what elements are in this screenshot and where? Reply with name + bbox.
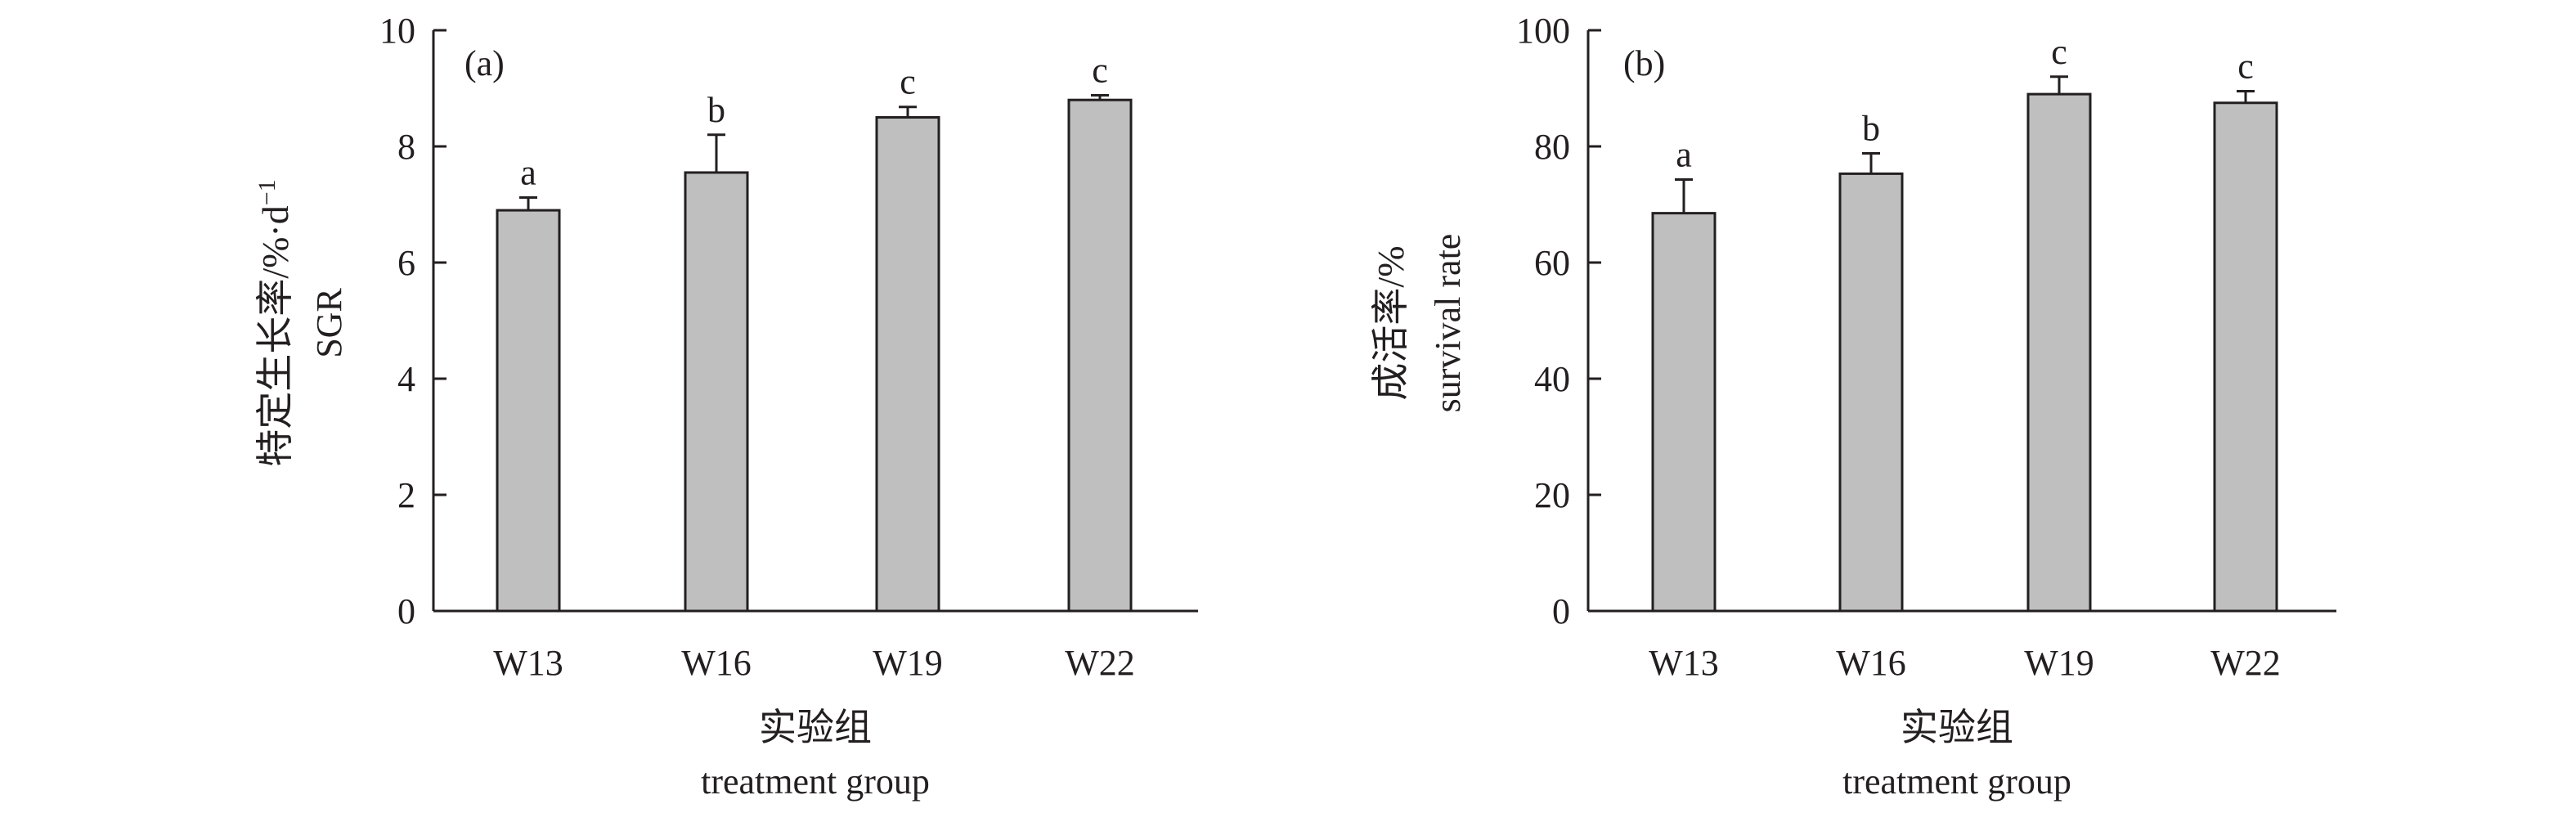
x-tick-label: W19 xyxy=(2024,643,2094,683)
y-tick-label: 80 xyxy=(1534,127,1570,167)
panel-label: (a) xyxy=(464,43,505,83)
x-tick-label: W13 xyxy=(493,643,563,683)
bar-w22 xyxy=(2213,101,2278,613)
y-tick-label: 0 xyxy=(397,591,415,631)
x-tick-label: W16 xyxy=(1836,643,1906,683)
y-axis-title-cn-text: 特定生长率/%·d xyxy=(254,205,296,466)
chart-panel-b: 0 20 40 60 80 100 a W13 b W16 c W19 c W22 (b) 实验组 treatm… xyxy=(1370,11,2336,802)
significance-letter: b xyxy=(707,90,725,130)
bar-w13 xyxy=(1651,212,1717,613)
y-tick-label: 40 xyxy=(1534,359,1570,399)
x-axis-title-cn: 实验组 xyxy=(759,707,872,748)
bar-w16 xyxy=(684,171,749,613)
significance-letter: c xyxy=(900,62,916,102)
significance-letter: c xyxy=(2237,47,2254,87)
y-tick-label: 10 xyxy=(379,11,415,51)
significance-letter: a xyxy=(1676,134,1692,174)
y-tick-label: 8 xyxy=(397,127,415,167)
bar-w22 xyxy=(1067,98,1133,613)
y-axis-title-en: SGR xyxy=(309,288,349,358)
y-axis-title-cn-text: 成活率/% xyxy=(1370,245,1411,400)
x-tick-label: W19 xyxy=(873,643,943,683)
bar-w16 xyxy=(1838,172,1904,613)
y-tick-label: 60 xyxy=(1534,243,1570,283)
y-tick-label: 100 xyxy=(1516,11,1570,51)
bar-w19 xyxy=(2026,92,2092,613)
y-tick-label: 0 xyxy=(1552,591,1570,631)
chart-panel-a: 0 2 4 6 8 10 a W13 b W16 c W19 c W22 (a) 实验组 treatment g… xyxy=(254,11,1198,802)
significance-letter: a xyxy=(520,152,536,192)
x-axis-title-cn: 实验组 xyxy=(1901,707,2013,748)
bar-w13 xyxy=(496,209,561,613)
x-axis-title-en: treatment group xyxy=(1842,761,2071,802)
y-tick-label: 4 xyxy=(397,359,415,399)
y-tick-label: 2 xyxy=(397,475,415,515)
x-tick-label: W16 xyxy=(681,643,752,683)
y-axis-title-superscript: −1 xyxy=(254,179,280,205)
x-tick-label: W22 xyxy=(2210,643,2281,683)
significance-letter: b xyxy=(1862,109,1880,149)
x-tick-label: W22 xyxy=(1065,643,1135,683)
panel-label: (b) xyxy=(1623,43,1665,83)
y-axis-title-cn: 成活率/% xyxy=(1370,245,1411,400)
significance-letter: c xyxy=(2051,32,2067,72)
y-axis-title-en: survival rate xyxy=(1428,234,1468,413)
y-tick-label: 6 xyxy=(397,243,415,283)
significance-letter: c xyxy=(1092,51,1108,91)
y-axis-title-cn: 特定生长率/%·d−1 xyxy=(254,179,296,466)
x-tick-label: W13 xyxy=(1649,643,1719,683)
y-tick-label: 20 xyxy=(1534,475,1570,515)
bar-w19 xyxy=(875,116,940,613)
x-axis-title-en: treatment group xyxy=(701,761,930,802)
